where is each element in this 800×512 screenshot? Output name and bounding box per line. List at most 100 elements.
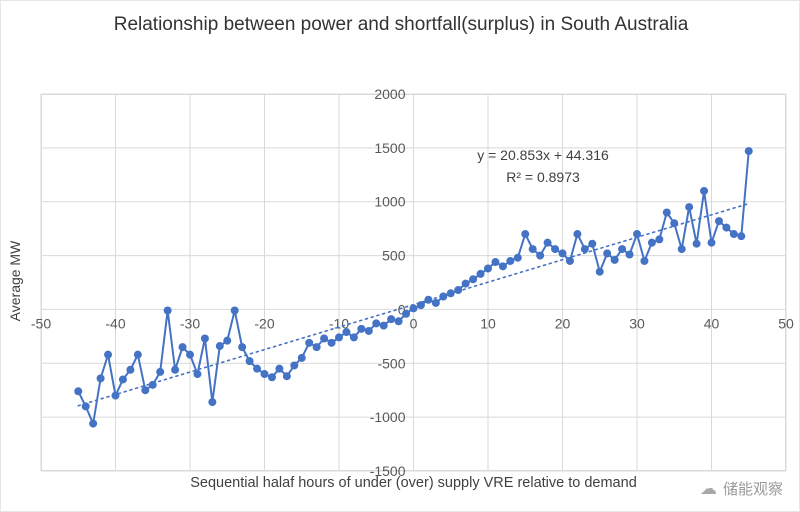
data-point-marker	[349, 333, 358, 342]
watermark: ☁ 储能观察	[700, 478, 783, 499]
data-point-marker	[238, 343, 247, 352]
data-point-marker	[655, 235, 664, 244]
data-point-marker	[163, 306, 172, 315]
y-tick-label: 1500	[374, 140, 405, 156]
data-point-marker	[558, 249, 567, 258]
data-point-marker	[200, 334, 209, 343]
data-point-marker	[245, 357, 254, 366]
data-point-marker	[647, 238, 656, 247]
x-tick-label: 50	[778, 315, 794, 331]
data-point-marker	[156, 367, 165, 376]
data-point-marker	[223, 336, 232, 345]
data-point-marker	[744, 147, 753, 156]
trendline-equation: y = 20.853x + 44.316	[477, 147, 609, 163]
data-point-marker	[104, 350, 113, 359]
data-point-marker	[491, 258, 500, 267]
trendline-r-squared: R² = 0.8973	[506, 169, 580, 186]
plot-border	[41, 94, 786, 471]
data-point-marker	[431, 298, 440, 307]
data-point-marker	[297, 353, 306, 362]
y-axis-title: Average MW	[7, 240, 23, 322]
data-point-marker	[394, 317, 403, 326]
data-point-marker	[498, 262, 507, 271]
x-tick-label: -30	[180, 315, 200, 331]
data-point-marker	[677, 245, 686, 254]
data-point-marker	[275, 364, 284, 373]
x-tick-label: 0	[410, 315, 418, 331]
data-point-marker	[208, 398, 217, 407]
data-point-marker	[714, 217, 723, 226]
data-point-marker	[513, 253, 522, 262]
data-point-marker	[148, 380, 157, 389]
data-point-marker	[364, 326, 373, 335]
data-point-marker	[536, 251, 545, 260]
data-point-marker	[595, 267, 604, 276]
data-point-marker	[111, 391, 120, 400]
x-tick-label: -10	[329, 315, 349, 331]
data-point-marker	[96, 374, 105, 383]
data-point-marker	[521, 230, 530, 239]
y-tick-label: 1000	[374, 194, 405, 210]
data-point-marker	[133, 350, 142, 359]
data-point-marker	[81, 402, 90, 411]
x-tick-label: -20	[254, 315, 274, 331]
data-point-marker	[700, 186, 709, 195]
data-point-marker	[260, 370, 269, 379]
data-point-marker	[178, 343, 187, 352]
data-point-marker	[565, 256, 574, 265]
x-tick-label: -40	[105, 315, 125, 331]
y-tick-label: -1500	[370, 463, 406, 479]
data-point-marker	[506, 256, 515, 265]
data-point-marker	[454, 286, 463, 295]
data-point-marker	[476, 269, 485, 278]
data-point-marker	[729, 230, 738, 239]
data-point-marker	[484, 264, 492, 273]
data-point-marker	[409, 304, 418, 313]
data-point-marker	[320, 334, 329, 343]
data-point-marker	[141, 386, 150, 395]
data-point-marker	[469, 275, 478, 284]
x-axis-title: Sequential halaf hours of under (over) s…	[190, 475, 637, 491]
data-point-marker	[253, 364, 262, 373]
data-point-marker	[737, 232, 746, 241]
x-tick-label: 30	[629, 315, 645, 331]
data-point-marker	[282, 372, 291, 381]
data-point-marker	[402, 309, 411, 318]
data-point-marker	[186, 350, 194, 359]
data-point-marker	[580, 245, 589, 254]
data-point-marker	[670, 219, 679, 228]
data-point-marker	[379, 321, 388, 330]
data-point-marker	[439, 292, 448, 301]
data-point-marker	[305, 338, 314, 347]
y-tick-label: 0	[398, 301, 406, 317]
trendline-annotation: y = 20.853x + 44.316 R² = 0.8973	[428, 144, 658, 189]
data-point-marker	[446, 289, 455, 298]
data-point-marker	[692, 239, 701, 248]
data-point-marker	[685, 203, 694, 212]
plot-area: -50 -40 -30 -20 -10 0 10 20 30 40 50 -1500 -1000 -500…	[31, 86, 794, 479]
data-point-marker	[461, 279, 470, 288]
data-point-marker	[618, 245, 627, 254]
data-point-marker	[722, 223, 731, 232]
data-point-marker	[215, 342, 224, 351]
y-tick-label: 2000	[374, 86, 405, 102]
x-tick-label: 20	[555, 315, 571, 331]
x-tick-label: 10	[480, 315, 496, 331]
data-point-marker	[312, 343, 321, 352]
data-point-marker	[588, 239, 597, 248]
data-point-marker	[603, 249, 612, 258]
y-tick-label: -500	[377, 355, 405, 371]
data-point-marker	[171, 365, 180, 374]
data-point-marker	[573, 230, 582, 239]
data-point-marker	[357, 324, 366, 333]
x-tick-label: 40	[704, 315, 720, 331]
data-point-marker	[625, 250, 634, 259]
y-tick-label: -1000	[370, 409, 406, 425]
data-point-marker	[551, 245, 560, 254]
data-point-marker	[126, 365, 135, 374]
y-tick-label: 500	[382, 248, 406, 264]
data-point-marker	[528, 245, 537, 254]
data-point-marker	[640, 256, 649, 265]
data-point-marker	[118, 375, 127, 384]
